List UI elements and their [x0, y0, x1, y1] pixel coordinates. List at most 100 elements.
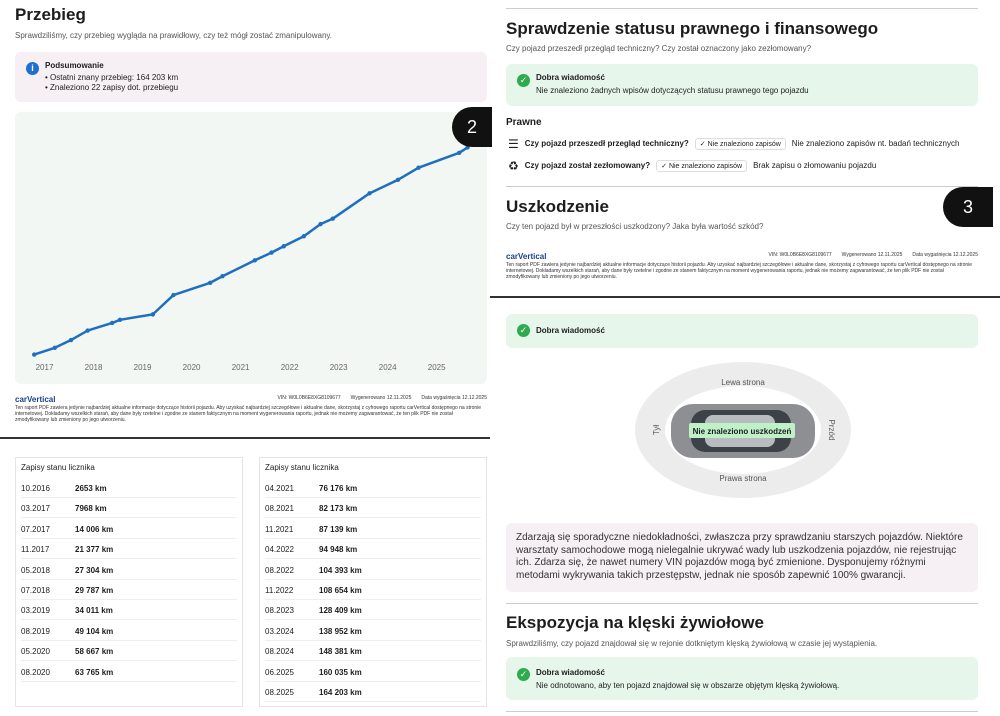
- table-row: 07.2018 29 787 km: [21, 580, 237, 600]
- table-row: 11.2017 21 377 km: [21, 539, 237, 560]
- section-subtitle: Czy pojazd przeszedł przegląd techniczny…: [506, 44, 812, 53]
- divider: [506, 711, 978, 712]
- generated: Wygenerowano 12.11.2025: [841, 252, 903, 258]
- car-diagram: Lewa strona Prawa strona Tył Przód Nie z…: [635, 362, 851, 498]
- section-title: Sprawdzenie statusu prawnego i finansowe…: [506, 19, 879, 38]
- table-row: 03.2019 34 011 km: [21, 600, 237, 621]
- table-row: 05.2018 27 304 km: [21, 560, 237, 580]
- notice: ✓ Dobra wiadomość: [506, 314, 978, 348]
- summary-item: • Ostatni znany przebieg: 164 203 km: [45, 73, 179, 82]
- question: Czy pojazd przeszedł przegląd techniczny…: [524, 139, 689, 149]
- mileage-point: [208, 280, 213, 285]
- summary-item-text: Znaleziono 22 zapisy dot. przebiegu: [50, 83, 179, 92]
- legal-row: ♻ Czy pojazd został zezłomowany? ✓ Nie zna…: [508, 159, 876, 173]
- x-tick-label: 2025: [428, 363, 446, 372]
- table-header: Zapisy stanu licznika: [21, 463, 95, 472]
- legal-row: ☰ Czy pojazd przeszedł przegląd techniczn…: [508, 137, 959, 151]
- section-subtitle: Czy ten pojazd był w przeszłości uszkodz…: [506, 222, 764, 231]
- mileage-point: [252, 258, 258, 263]
- table-row: 11.2022 108 654 km: [265, 580, 481, 600]
- brand: carVertical: [15, 395, 56, 404]
- table-row: 04.2022 94 948 km: [265, 539, 481, 560]
- mileage-point: [367, 191, 372, 196]
- record-mileage: 82 173 km: [319, 504, 358, 514]
- icon: ♻: [508, 159, 519, 173]
- record-date: 08.2020: [21, 667, 50, 677]
- question: Czy pojazd został zezłomowany?: [524, 161, 651, 171]
- report-footer: carVertical VIN: W0L0B6E8XG8109677 Wygene…: [15, 395, 487, 427]
- record-date: 05.2020: [21, 647, 50, 657]
- table-row: 03.2017 7968 km: [21, 498, 237, 519]
- info-icon: i: [26, 62, 39, 75]
- record-date: 03.2019: [21, 606, 50, 616]
- car-left: Lewa strona: [721, 378, 765, 387]
- mileage-point: [220, 274, 225, 279]
- disclaimer: Ten raport PDF zawiera jedynie najbardzi…: [15, 405, 482, 423]
- car-status: Nie znaleziono uszkodzeń: [693, 427, 792, 436]
- check-icon: ✓: [517, 324, 530, 337]
- record-date: 10.2016: [21, 484, 50, 493]
- records-table: Zapisy stanu licznika 10.2016 2653 km 03.20…: [15, 457, 243, 707]
- divider: [490, 296, 1000, 298]
- record-date: 11.2022: [265, 586, 294, 595]
- record-date: 03.2024: [265, 626, 294, 636]
- mileage-line: [33, 146, 469, 356]
- mileage-point: [318, 221, 323, 227]
- record-date: 08.2025: [265, 688, 294, 697]
- table-row: 08.2022 104 393 km: [265, 560, 481, 580]
- mileage-point: [117, 317, 123, 323]
- record-mileage: 49 104 km: [75, 626, 114, 636]
- table-row: 11.2021 87 139 km: [265, 519, 481, 539]
- record-date: 08.2019: [21, 626, 50, 636]
- answer: Nie znaleziono zapisów nt. badań technic…: [791, 139, 960, 149]
- record-date: 06.2025: [265, 667, 294, 677]
- summary-box: i Podsumowanie • Ostatni znany przebieg:…: [15, 52, 487, 102]
- notice-heading: Dobra wiadomość: [536, 326, 605, 335]
- report-footer: carVertical VIN: W0L0B6E8XG8109677 Wygene…: [506, 252, 978, 284]
- x-tick-label: 2023: [330, 363, 348, 372]
- record-date: 07.2018: [21, 586, 50, 595]
- table-row: 06.2025 160 035 km: [265, 662, 481, 682]
- mileage-point: [395, 177, 401, 183]
- record-mileage: 108 654 km: [319, 586, 362, 595]
- chart-box: 2017 2018 2019 2020 2021 2022 2023 2024 2025: [15, 112, 487, 384]
- record-date: 08.2023: [265, 606, 294, 616]
- icon: ☰: [508, 137, 519, 151]
- chip: ✓ Nie znaleziono zapisów: [694, 138, 786, 151]
- chip: ✓ Nie znaleziono zapisów: [656, 160, 748, 173]
- page-badge: 3: [943, 187, 993, 227]
- record-date: 04.2022: [265, 545, 294, 555]
- record-date: 04.2021: [265, 484, 294, 493]
- mileage-point: [109, 320, 115, 326]
- info-text: Zdarzają się sporadyczne niedokładności,…: [516, 532, 963, 581]
- record-date: 11.2021: [265, 524, 294, 534]
- record-mileage: 138 952 km: [319, 626, 362, 636]
- info-box: Zdarzają się sporadyczne niedokładności,…: [506, 523, 978, 592]
- x-tick-label: 2019: [134, 363, 152, 372]
- record-mileage: 94 948 km: [319, 545, 358, 555]
- record-mileage: 164 203 km: [319, 688, 362, 697]
- summary-heading: Podsumowanie: [45, 61, 104, 70]
- brand: carVertical: [506, 252, 547, 261]
- record-mileage: 160 035 km: [319, 667, 362, 677]
- mileage-point: [330, 216, 335, 221]
- record-mileage: 63 765 km: [75, 667, 114, 677]
- record-mileage: 27 304 km: [75, 565, 114, 575]
- meta: VIN: W0L0B6E8XG8109677 Wygenerowano 12.11…: [268, 395, 487, 401]
- record-mileage: 128 409 km: [319, 606, 362, 616]
- record-mileage: 29 787 km: [75, 586, 114, 595]
- x-tick-label: 2018: [85, 363, 103, 372]
- records-table: Zapisy stanu licznika 04.2021 76 176 km 08.…: [259, 457, 487, 707]
- table-row: 03.2024 138 952 km: [265, 621, 481, 641]
- section-subtitle: Sprawdziliśmy, czy pojazd znajdował się …: [506, 639, 878, 648]
- divider: [506, 186, 978, 187]
- mileage-point: [52, 345, 58, 350]
- divider: [0, 437, 490, 439]
- generated: Wygenerowano 12.11.2025: [350, 395, 412, 401]
- notice: ✓ Dobra wiadomość Nie znaleziono żadnych…: [506, 64, 978, 106]
- record-date: 08.2024: [265, 647, 294, 657]
- record-mileage: 21 377 km: [75, 545, 114, 555]
- table-row: 08.2020 63 765 km: [21, 662, 237, 682]
- table-row: 08.2019 49 104 km: [21, 621, 237, 641]
- mileage-point: [171, 292, 176, 298]
